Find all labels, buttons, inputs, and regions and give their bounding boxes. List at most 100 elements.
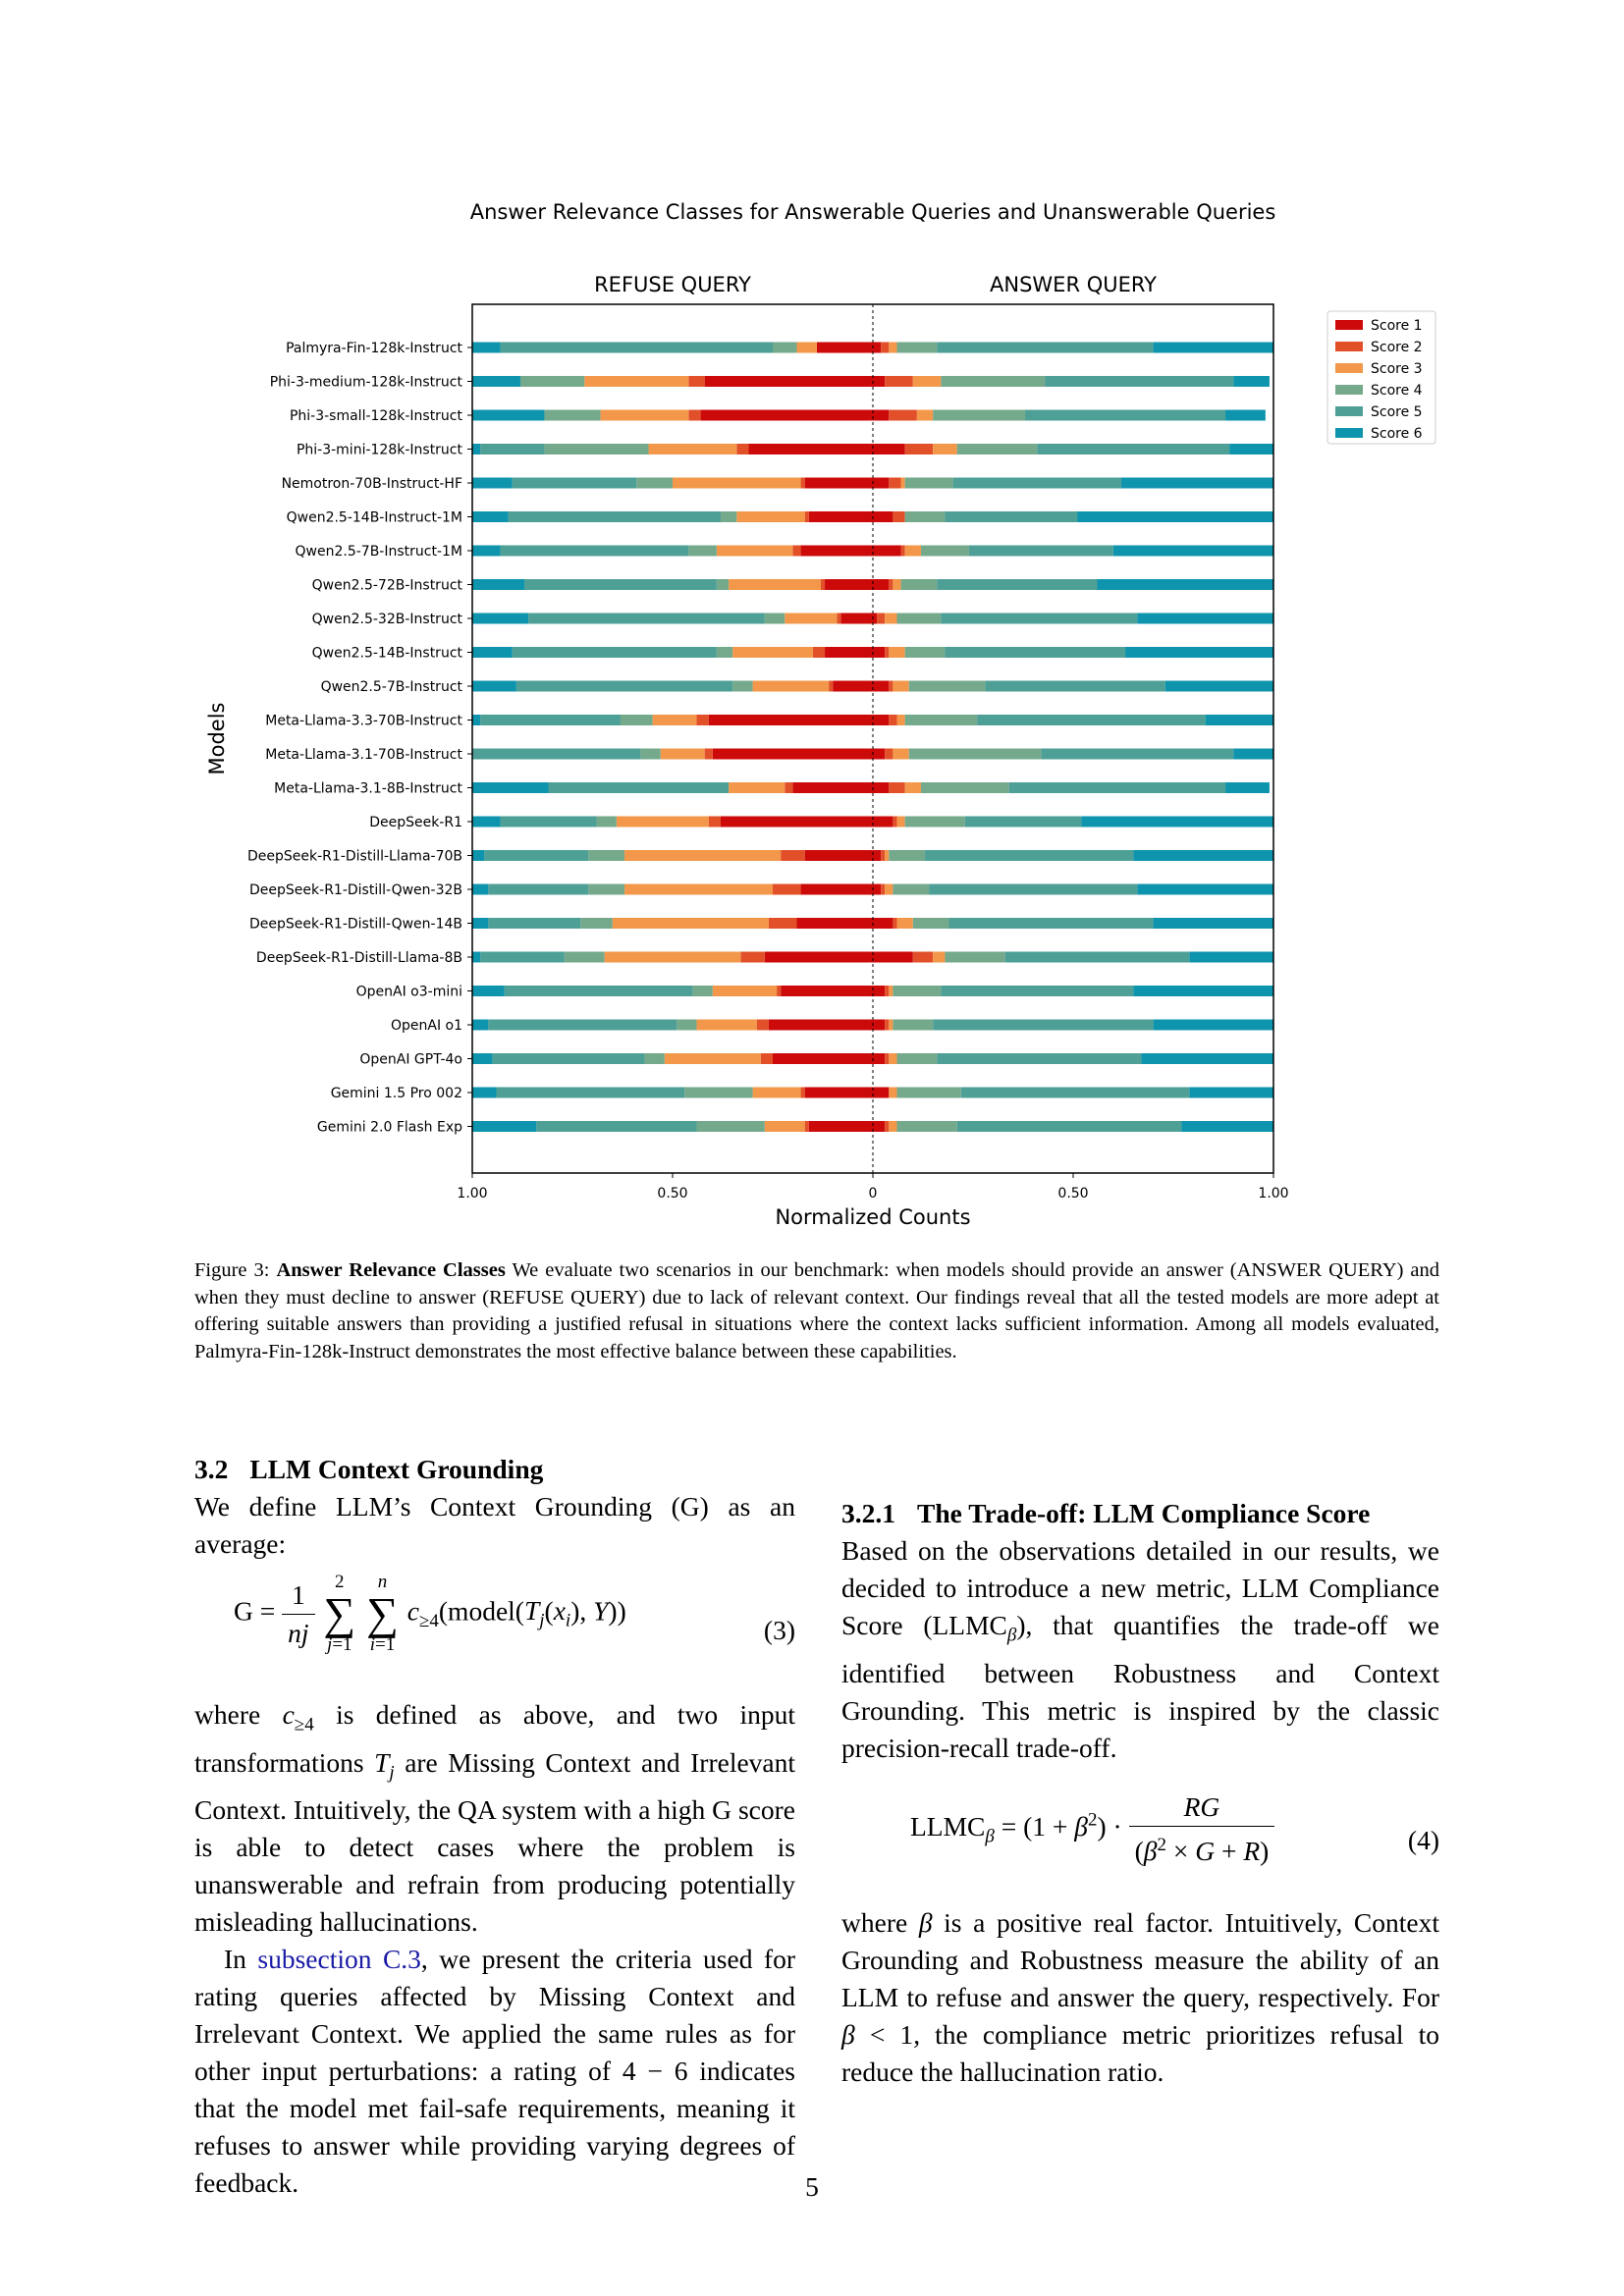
bar-segment-refuse — [800, 883, 873, 895]
bar-segment-answer — [904, 715, 978, 725]
bar-segment-refuse — [524, 579, 717, 590]
bar-segment-refuse — [480, 715, 621, 725]
bar-segment-answer — [889, 342, 897, 353]
y-tick-label: Phi-3-medium-128k-Instruct — [270, 375, 463, 391]
legend-swatch — [1335, 342, 1363, 351]
bar-segment-refuse — [472, 444, 481, 454]
bar-segment-refuse — [472, 647, 513, 658]
bar-segment-answer — [920, 545, 969, 557]
bar-segment-answer — [1041, 748, 1234, 760]
legend-swatch — [1335, 385, 1363, 395]
bar-segment-refuse — [488, 918, 581, 929]
bar-segment-answer — [896, 1053, 938, 1064]
legend-label: Score 6 — [1371, 426, 1423, 442]
bar-segment-refuse — [808, 511, 873, 522]
legend-label: Score 3 — [1371, 361, 1423, 377]
bar-segment-answer — [893, 918, 897, 929]
subsection-heading: 3.2.1 The Trade-off: LLM Compliance Score — [841, 1498, 1371, 1528]
bar-segment-refuse — [764, 1121, 805, 1132]
bar-segment-refuse — [480, 444, 545, 454]
bar-segment-answer — [873, 1053, 886, 1064]
bar-segment-refuse — [544, 444, 649, 454]
bar-segment-refuse — [500, 342, 773, 353]
bar-segment-answer — [896, 342, 938, 353]
equation-4: LLMCβ = (1 + β2) · RG (β2 × G + R) (4) — [841, 1789, 1439, 1896]
bar-segment-refuse — [752, 680, 830, 692]
bar-segment-answer — [896, 613, 942, 624]
bar-segment-refuse — [472, 782, 549, 793]
bar-segment-refuse — [596, 816, 617, 828]
bar-segment-answer — [925, 850, 1134, 861]
bar-segment-answer — [889, 782, 905, 793]
bar-segment-refuse — [664, 1053, 761, 1064]
bar-segment-answer — [937, 579, 1098, 590]
bar-segment-answer — [948, 918, 1154, 929]
bar-segment-answer — [1097, 579, 1273, 590]
bar-segment-answer — [873, 444, 905, 454]
bar-segment-answer — [904, 477, 953, 489]
bar-segment-answer — [873, 511, 893, 522]
legend-swatch — [1335, 406, 1363, 416]
bar-segment-answer — [1081, 816, 1273, 828]
bar-segment-refuse — [800, 545, 873, 557]
bar-segment-refuse — [764, 951, 873, 963]
bar-segment-answer — [889, 1087, 897, 1098]
bar-segment-refuse — [584, 376, 689, 387]
bar-segment-answer — [889, 477, 901, 489]
bar-segment-refuse — [732, 647, 813, 658]
bar-segment-refuse — [548, 782, 730, 793]
bar-segment-refuse — [729, 782, 785, 793]
bar-segment-answer — [1225, 409, 1266, 421]
bar-segment-refuse — [472, 1019, 489, 1031]
x-tick-label: 0.50 — [657, 1186, 687, 1201]
subsection-link[interactable]: subsection C.3 — [257, 1944, 421, 1974]
bar-segment-refuse — [588, 850, 625, 861]
bar-segment-answer — [885, 1053, 890, 1064]
bar-segment-refuse — [773, 1053, 873, 1064]
chart-title: Answer Relevance Classes for Answerable … — [470, 200, 1276, 224]
bar-segment-refuse — [840, 613, 873, 624]
bar-segment-refuse — [837, 613, 841, 624]
bar-segment-answer — [881, 850, 886, 861]
bar-segment-refuse — [736, 511, 805, 522]
bar-segment-answer — [873, 986, 886, 996]
y-tick-label: Qwen2.5-72B-Instruct — [312, 578, 463, 594]
bar-segment-answer — [977, 715, 1206, 725]
bar-segment-refuse — [472, 951, 481, 963]
bar-segment-answer — [889, 1053, 897, 1064]
bar-segment-refuse — [512, 647, 717, 658]
bar-segment-answer — [945, 951, 1005, 963]
figure-label: Figure 3: — [194, 1259, 270, 1281]
bar-segment-answer — [873, 715, 890, 725]
bar-segment-answer — [889, 579, 893, 590]
legend-swatch — [1335, 320, 1363, 330]
bar-segment-answer — [873, 342, 882, 353]
bar-segment-refuse — [804, 511, 809, 522]
equation-3: G = 1 nj 2 ∑ j=1 n ∑ i=1 c≥4(model(Tj(xi), Y)… — [234, 1572, 795, 1655]
bar-segment-answer — [873, 409, 890, 421]
bar-segment-refuse — [712, 986, 778, 996]
bar-segment-answer — [885, 647, 890, 658]
bar-segment-refuse — [677, 1019, 697, 1031]
bar-segment-answer — [956, 1121, 1182, 1132]
bar-segment-answer — [933, 951, 946, 963]
subsection-para-1: Based on the observations detailed in ou… — [841, 1535, 1439, 1763]
bar-segment-refuse — [773, 883, 801, 895]
left-column: 3.2 LLM Context Grounding We define LLM’s… — [194, 1451, 795, 2202]
bar-segment-answer — [873, 376, 886, 387]
bar-segment-refuse — [716, 579, 730, 590]
bar-segment-answer — [1125, 647, 1273, 658]
bar-segment-answer — [896, 918, 913, 929]
bar-segment-refuse — [472, 545, 501, 557]
bar-segment-answer — [908, 680, 986, 692]
bar-segment-refuse — [696, 1121, 765, 1132]
bar-segment-answer — [916, 409, 934, 421]
bar-segment-answer — [900, 579, 938, 590]
bar-segment-refuse — [640, 748, 661, 760]
bar-segment-answer — [873, 748, 886, 760]
bar-segment-answer — [1189, 1087, 1273, 1098]
bar-segment-answer — [885, 1121, 890, 1132]
bar-segment-refuse — [756, 1019, 769, 1031]
bar-segment-answer — [904, 444, 934, 454]
